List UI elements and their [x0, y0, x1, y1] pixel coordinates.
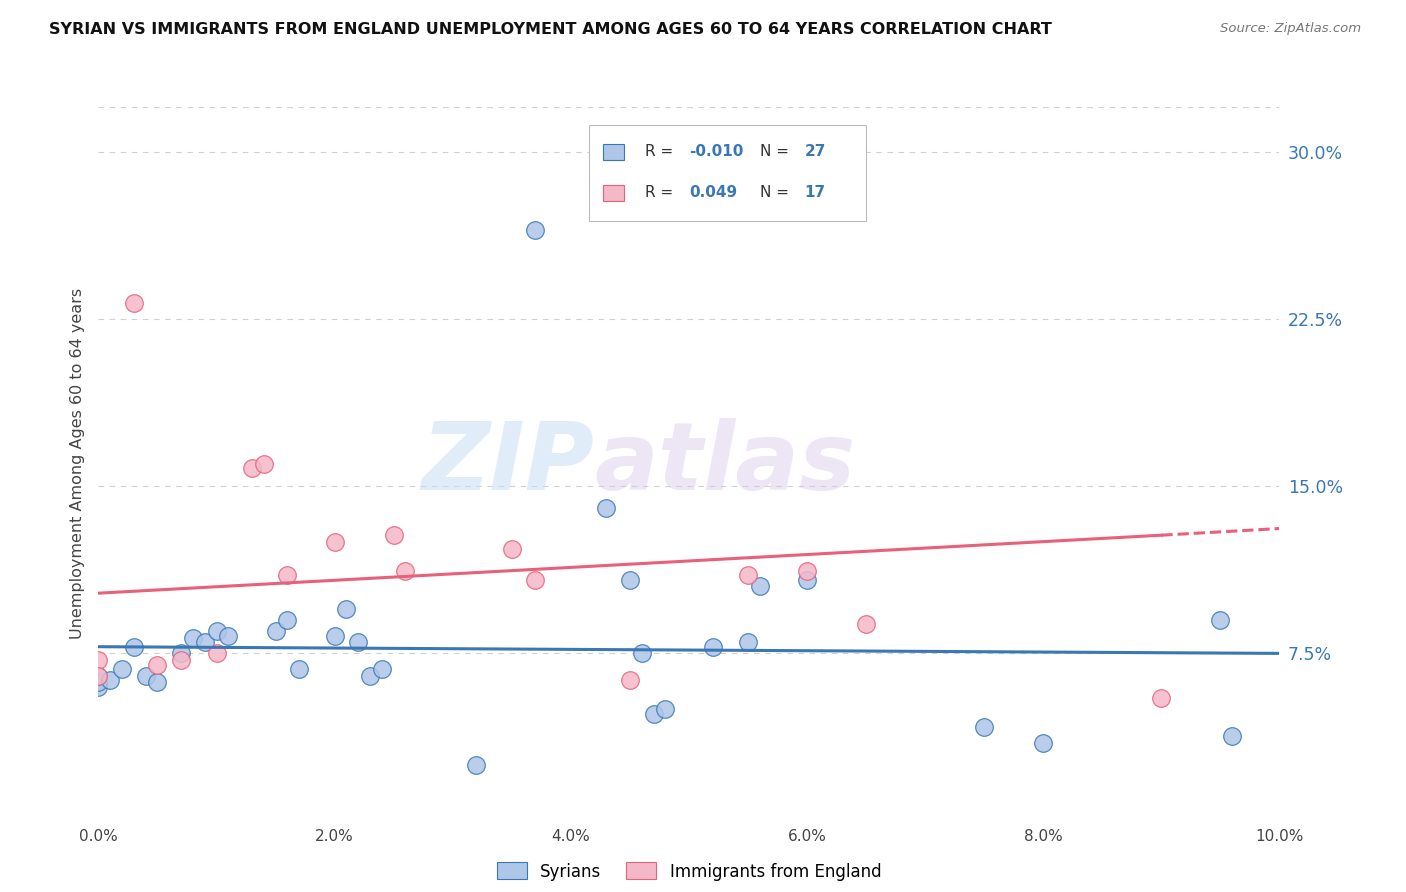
Point	[253, 457, 276, 471]
Text: 27: 27	[804, 145, 827, 160]
Point	[87, 653, 110, 667]
Point	[87, 680, 110, 694]
Point	[135, 669, 157, 683]
Point	[87, 669, 110, 683]
Point	[359, 669, 381, 683]
Legend: Syrians, Immigrants from England: Syrians, Immigrants from England	[491, 855, 887, 888]
Text: N =: N =	[759, 145, 793, 160]
Y-axis label: Unemployment Among Ages 60 to 64 years: Unemployment Among Ages 60 to 64 years	[69, 288, 84, 640]
Point	[1032, 735, 1054, 749]
FancyBboxPatch shape	[603, 185, 623, 201]
Point	[264, 624, 287, 639]
Text: R =: R =	[645, 186, 683, 200]
Point	[1209, 613, 1232, 627]
Point	[87, 675, 110, 690]
Text: 17: 17	[804, 186, 825, 200]
Point	[394, 564, 416, 578]
Point	[194, 635, 217, 649]
Point	[702, 640, 724, 654]
Point	[170, 653, 193, 667]
Point	[796, 573, 818, 587]
Point	[371, 662, 394, 676]
Point	[382, 528, 405, 542]
Point	[465, 758, 488, 772]
Point	[111, 662, 134, 676]
Text: atlas: atlas	[595, 417, 856, 510]
Point	[748, 580, 770, 594]
Point	[146, 675, 169, 690]
Point	[643, 706, 665, 721]
Point	[205, 624, 228, 639]
Point	[170, 646, 193, 660]
Point	[181, 631, 204, 645]
Point	[619, 573, 641, 587]
Point	[146, 657, 169, 672]
Point	[524, 573, 547, 587]
Point	[205, 646, 228, 660]
Point	[122, 640, 145, 654]
Point	[217, 628, 239, 642]
Text: N =: N =	[759, 186, 793, 200]
Point	[1220, 729, 1243, 743]
Point	[87, 669, 110, 683]
Point	[323, 628, 346, 642]
Point	[1150, 690, 1173, 705]
Text: ZIP: ZIP	[422, 417, 595, 510]
FancyBboxPatch shape	[589, 125, 866, 221]
Point	[737, 568, 759, 582]
Point	[973, 720, 995, 734]
Point	[276, 613, 298, 627]
Point	[323, 534, 346, 549]
Point	[855, 617, 877, 632]
Point	[240, 461, 263, 475]
Point	[737, 635, 759, 649]
Point	[276, 568, 298, 582]
Text: Source: ZipAtlas.com: Source: ZipAtlas.com	[1220, 22, 1361, 36]
Point	[595, 501, 617, 516]
Point	[335, 602, 357, 616]
Point	[288, 662, 311, 676]
Point	[347, 635, 370, 649]
Text: -0.010: -0.010	[689, 145, 744, 160]
Point	[98, 673, 121, 687]
Point	[122, 296, 145, 310]
Point	[630, 646, 652, 660]
FancyBboxPatch shape	[603, 145, 623, 160]
Point	[796, 564, 818, 578]
Point	[524, 222, 547, 236]
Text: SYRIAN VS IMMIGRANTS FROM ENGLAND UNEMPLOYMENT AMONG AGES 60 TO 64 YEARS CORRELA: SYRIAN VS IMMIGRANTS FROM ENGLAND UNEMPL…	[49, 22, 1052, 37]
Point	[619, 673, 641, 687]
Text: 0.049: 0.049	[689, 186, 737, 200]
Point	[654, 702, 676, 716]
Text: R =: R =	[645, 145, 678, 160]
Point	[501, 541, 523, 556]
